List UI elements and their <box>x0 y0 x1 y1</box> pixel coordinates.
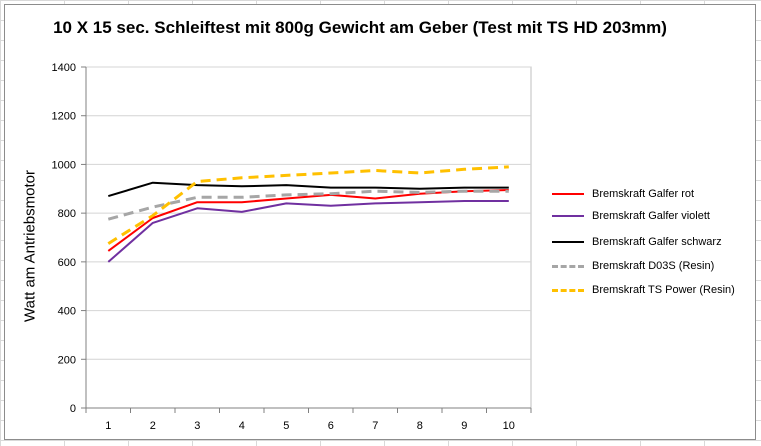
x-tick-label: 7 <box>372 420 378 432</box>
legend-swatch <box>552 265 584 268</box>
series-line-3 <box>108 181 509 198</box>
y-tick-label: 200 <box>58 354 76 366</box>
legend-label: Bremskraft Galfer violett <box>592 210 710 222</box>
legend-label: Bremskraft D03S (Resin) <box>592 260 715 272</box>
legend-swatch <box>552 215 584 217</box>
x-tick-label: 2 <box>150 420 156 432</box>
legend-label: Bremskraft Galfer schwarz <box>592 236 722 248</box>
x-tick-label: 9 <box>461 420 467 432</box>
y-tick-label: 0 <box>70 403 76 415</box>
plot-area-background <box>85 66 532 409</box>
series-line-5 <box>107 165 509 245</box>
series-line-4 <box>107 189 509 221</box>
series-line-2 <box>107 200 509 263</box>
y-tick-label: 1000 <box>52 159 76 171</box>
x-tick-label: 4 <box>239 420 245 432</box>
legend-swatch <box>552 193 584 195</box>
legend-swatch <box>552 289 584 292</box>
y-tick-label: 600 <box>58 257 76 269</box>
y-tick-label: 400 <box>58 306 76 318</box>
x-tick-label: 6 <box>328 420 334 432</box>
y-tick-label: 1400 <box>52 62 76 74</box>
legend-swatch <box>552 241 584 243</box>
legend-label: Bremskraft TS Power (Resin) <box>592 284 735 296</box>
legend-label: Bremskraft Galfer rot <box>592 188 695 200</box>
x-tick-label: 1 <box>105 420 111 432</box>
x-tick-label: 8 <box>417 420 423 432</box>
x-tick-label: 10 <box>503 420 515 432</box>
y-tick-label: 800 <box>58 208 76 220</box>
x-tick-label: 3 <box>194 420 200 432</box>
chart-title: 10 X 15 sec. Schleiftest mit 800g Gewich… <box>53 18 667 37</box>
x-tick-label: 5 <box>283 420 289 432</box>
y-tick-label: 1200 <box>52 111 76 123</box>
